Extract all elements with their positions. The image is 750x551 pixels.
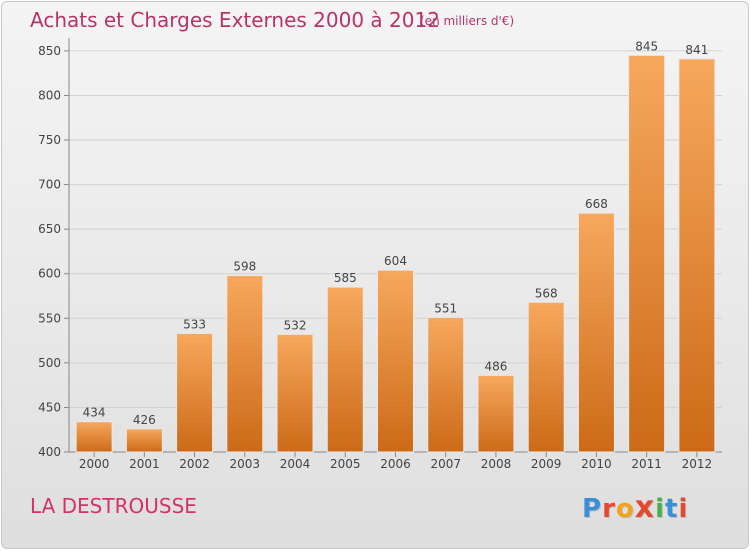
y-tick-label: 450 bbox=[38, 400, 61, 414]
data-label-2000: 434 bbox=[83, 406, 106, 420]
y-tick-labels: 400 450 500 550 600 650 700 750 800 850 bbox=[38, 44, 61, 459]
data-label-2005: 585 bbox=[334, 271, 357, 285]
logo-letter: o bbox=[615, 494, 635, 524]
y-tick-label: 400 bbox=[38, 445, 61, 459]
x-tick-label-2012: 2012 bbox=[682, 457, 713, 471]
y-tick-label: 750 bbox=[38, 133, 61, 147]
data-label-2002: 533 bbox=[183, 317, 206, 331]
x-tick-label-2001: 2001 bbox=[129, 457, 160, 471]
bar-2007 bbox=[427, 316, 465, 453]
x-tick-label-2006: 2006 bbox=[380, 457, 411, 471]
data-label-2007: 551 bbox=[434, 301, 457, 315]
data-label-2008: 486 bbox=[485, 359, 508, 373]
bar-2011 bbox=[628, 54, 666, 453]
data-label-2010: 668 bbox=[585, 197, 608, 211]
bar-2003 bbox=[226, 275, 264, 453]
x-tick-label-2009: 2009 bbox=[531, 457, 562, 471]
bar-2012 bbox=[678, 58, 716, 453]
x-tick-label-2003: 2003 bbox=[230, 457, 261, 471]
bar-2009 bbox=[527, 301, 565, 453]
x-tick-label-2011: 2011 bbox=[631, 457, 662, 471]
data-label-2009: 568 bbox=[535, 286, 558, 300]
x-tick-label-2005: 2005 bbox=[330, 457, 361, 471]
logo-letter: P bbox=[582, 494, 603, 524]
data-label-2001: 426 bbox=[133, 413, 156, 427]
x-tick-label-2010: 2010 bbox=[581, 457, 612, 471]
proxiti-logo: Proxiti bbox=[582, 490, 688, 525]
y-tick-label: 800 bbox=[38, 88, 61, 102]
bar-2001 bbox=[125, 428, 163, 453]
logo-letter: x bbox=[634, 490, 656, 525]
bar-2000 bbox=[75, 421, 113, 453]
y-tick-label: 700 bbox=[38, 178, 61, 192]
y-tick-label: 850 bbox=[38, 44, 61, 58]
chart-title: Achats et Charges Externes 2000 à 2012 bbox=[30, 8, 440, 32]
place-name: LA DESTROUSSE bbox=[30, 494, 197, 518]
data-label-2003: 598 bbox=[233, 260, 256, 274]
y-tick-label: 500 bbox=[38, 356, 61, 370]
logo-letter: r bbox=[602, 494, 616, 524]
data-label-2004: 532 bbox=[284, 318, 307, 332]
x-tick-label-2008: 2008 bbox=[481, 457, 512, 471]
data-label-2011: 845 bbox=[635, 39, 658, 53]
x-tick-label-2004: 2004 bbox=[280, 457, 311, 471]
y-tick-label: 650 bbox=[38, 222, 61, 236]
logo-letter: i bbox=[678, 494, 689, 524]
bar-2002 bbox=[176, 332, 214, 453]
y-tick-label: 600 bbox=[38, 267, 61, 281]
y-tick-label: 550 bbox=[38, 311, 61, 325]
logo-letter: t bbox=[665, 494, 679, 524]
logo-letter: i bbox=[655, 494, 666, 524]
chart-subtitle: (en milliers d'€) bbox=[420, 14, 515, 28]
x-tick-label-2000: 2000 bbox=[79, 457, 110, 471]
bar-2008 bbox=[477, 374, 515, 453]
bars bbox=[75, 54, 716, 453]
data-label-2006: 604 bbox=[384, 254, 407, 268]
data-labels: 434 426 533 598 532 585 604 551 486 568 668 845 841 bbox=[83, 39, 709, 426]
x-tick-label-2007: 2007 bbox=[430, 457, 461, 471]
bar-2004 bbox=[276, 333, 314, 453]
bar-2006 bbox=[377, 269, 414, 453]
x-tick-labels: 2000 2001 2002 2003 2004 2005 2006 2007 2008 2009… bbox=[79, 452, 712, 471]
bar-2005 bbox=[326, 286, 364, 453]
bar-2010 bbox=[577, 212, 615, 453]
x-tick-label-2002: 2002 bbox=[179, 457, 210, 471]
data-label-2012: 841 bbox=[685, 43, 708, 57]
